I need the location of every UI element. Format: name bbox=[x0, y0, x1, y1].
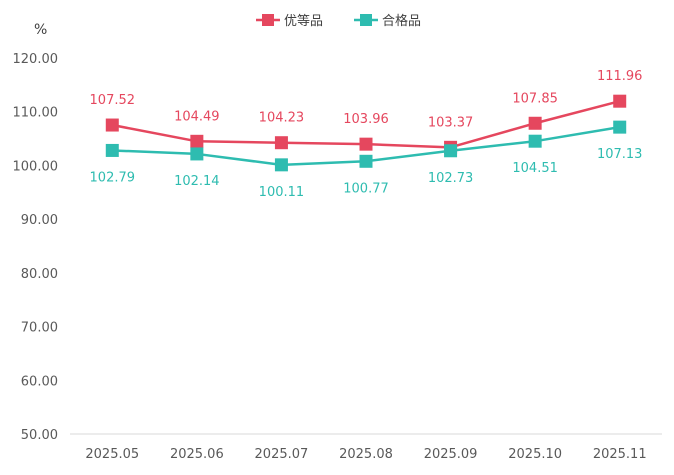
x-tick-label: 2025.08 bbox=[339, 447, 393, 462]
series-1-data-label: 107.13 bbox=[597, 147, 643, 162]
series-1-data-label: 102.14 bbox=[174, 174, 220, 189]
x-tick-label: 2025.11 bbox=[593, 447, 647, 462]
series-1-data-label: 100.77 bbox=[343, 181, 389, 196]
legend-marker-1 bbox=[360, 14, 372, 26]
y-tick-label: 90.00 bbox=[21, 213, 58, 228]
y-tick-label: 120.00 bbox=[13, 52, 59, 67]
y-axis-ticks: 50.00 60.00 70.00 80.00 90.00 100.00 110.00 120… bbox=[13, 52, 59, 443]
series-1-marker bbox=[274, 158, 288, 172]
series-1-marker bbox=[105, 143, 119, 157]
series-0-data-label: 111.96 bbox=[597, 69, 643, 84]
y-tick-label: 100.00 bbox=[13, 159, 59, 174]
legend: 优等品 合格品 bbox=[256, 13, 421, 29]
series-0-data-label: 104.23 bbox=[259, 111, 305, 126]
x-tick-label: 2025.10 bbox=[508, 447, 562, 462]
x-tick-label: 2025.05 bbox=[85, 447, 139, 462]
series-1-marker bbox=[444, 144, 458, 158]
x-tick-label: 2025.06 bbox=[170, 447, 224, 462]
legend-label-0: 优等品 bbox=[284, 13, 323, 29]
series-0-marker bbox=[274, 136, 288, 150]
data-labels: 107.52 104.49 104.23 103.96 103.37 107.85 111.… bbox=[90, 69, 643, 200]
legend-label-1: 合格品 bbox=[382, 13, 421, 29]
series-0-data-label: 103.96 bbox=[343, 112, 389, 127]
series-0-data-label: 104.49 bbox=[174, 109, 220, 124]
x-tick-label: 2025.09 bbox=[424, 447, 478, 462]
series-0-data-label: 107.52 bbox=[90, 93, 136, 108]
y-tick-label: 50.00 bbox=[21, 428, 58, 443]
series-1-data-label: 102.73 bbox=[428, 171, 474, 186]
y-tick-label: 60.00 bbox=[21, 374, 58, 389]
series-0-data-label: 103.37 bbox=[428, 115, 474, 130]
series-markers bbox=[105, 94, 627, 172]
y-tick-label: 80.00 bbox=[21, 267, 58, 282]
series-0-marker bbox=[528, 116, 542, 130]
series-1-data-label: 100.11 bbox=[259, 185, 305, 200]
x-axis-ticks: 2025.05 2025.06 2025.07 2025.08 2025.09 2025.… bbox=[85, 447, 646, 462]
series-1-marker bbox=[613, 120, 627, 134]
x-tick-label: 2025.07 bbox=[255, 447, 309, 462]
series-0-marker bbox=[190, 134, 204, 148]
series-0-data-label: 107.85 bbox=[512, 91, 558, 106]
y-tick-label: 70.00 bbox=[21, 321, 58, 336]
y-tick-label: 110.00 bbox=[13, 106, 59, 121]
series-1-marker bbox=[359, 154, 373, 168]
series-1-data-label: 104.51 bbox=[512, 161, 558, 176]
series-0-marker bbox=[613, 94, 627, 108]
series-1-marker bbox=[190, 147, 204, 161]
legend-marker-0 bbox=[262, 14, 274, 26]
series-1-marker bbox=[528, 134, 542, 148]
series-0-marker bbox=[105, 118, 119, 132]
series-0-marker bbox=[359, 137, 373, 151]
series-1-data-label: 102.79 bbox=[90, 170, 136, 185]
y-axis-unit: % bbox=[34, 22, 47, 38]
